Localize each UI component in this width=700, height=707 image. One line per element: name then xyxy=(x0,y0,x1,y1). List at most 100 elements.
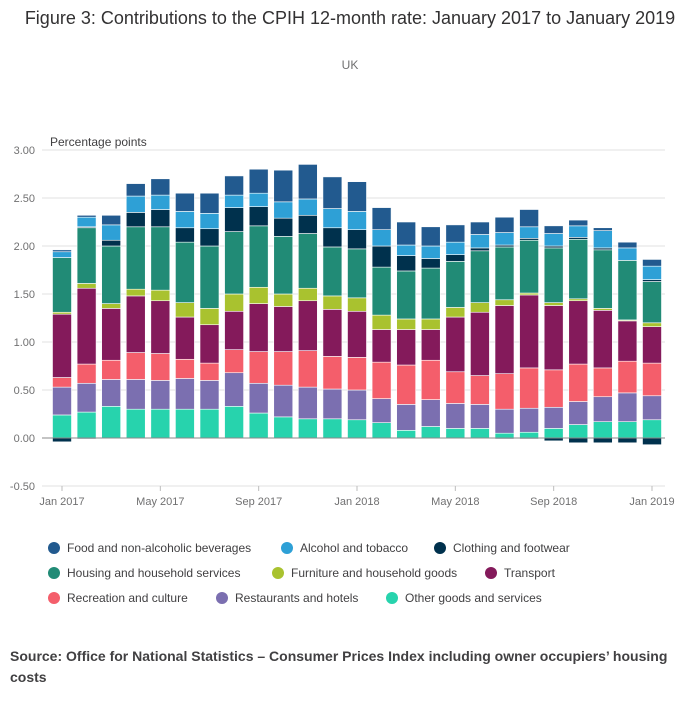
y-tick-label: 2.50 xyxy=(14,193,35,205)
bar-segment-restaurants-and-hotels xyxy=(396,404,416,431)
bar-segment-other-goods-and-services xyxy=(445,428,466,439)
legend-item-recreation[interactable]: Recreation and culture xyxy=(48,591,188,605)
bar-segment-transport xyxy=(519,294,539,369)
bar-segment-housing-and-household-services xyxy=(396,270,416,320)
bar-segment-housing-and-household-services xyxy=(52,257,72,313)
bar-segment-other-goods-and-services xyxy=(52,414,72,439)
bar-segment-clothing-and-footwear xyxy=(445,254,466,262)
legend-item-housing[interactable]: Housing and household services xyxy=(48,566,240,580)
bar-segment-transport xyxy=(101,308,121,361)
bar-segment-restaurants-and-hotels xyxy=(543,406,564,429)
bar-segment-restaurants-and-hotels xyxy=(248,382,269,414)
legend-item-furniture[interactable]: Furniture and household goods xyxy=(272,566,457,580)
bar-segment-food-and-non-alcoholic-beverages xyxy=(224,175,244,196)
bar-segment-clothing-and-footwear xyxy=(150,209,171,228)
x-tick-label: May 2017 xyxy=(136,496,184,508)
bar-segment-housing-and-household-services xyxy=(420,267,441,320)
bar-segment-clothing-and-footwear xyxy=(199,228,220,247)
legend-item-other[interactable]: Other goods and services xyxy=(386,591,542,605)
bar-segment-other-goods-and-services xyxy=(199,408,220,439)
x-tick-label: Jan 2017 xyxy=(39,496,84,508)
bar-segment-recreation-and-culture xyxy=(199,362,220,381)
bar-segment-recreation-and-culture xyxy=(224,349,244,374)
bar-segment-clothing-and-footwear xyxy=(175,227,195,243)
bar-segment-other-goods-and-services xyxy=(470,428,490,439)
bar-segment-transport xyxy=(199,324,220,364)
bar-segment-housing-and-household-services xyxy=(543,247,564,303)
bar-segment-food-and-non-alcoholic-beverages xyxy=(617,241,638,249)
bar-segment-furniture-and-household-goods xyxy=(76,283,97,289)
bar-segment-furniture-and-household-goods xyxy=(396,318,416,330)
bar-segment-recreation-and-culture xyxy=(273,351,294,386)
x-tick-label: Sep 2018 xyxy=(530,496,577,508)
bar-segment-alcohol-and-tobacco xyxy=(617,247,638,261)
bar-segment-recreation-and-culture xyxy=(593,367,613,398)
legend-item-transport[interactable]: Transport xyxy=(485,566,555,580)
legend-swatch-clothing xyxy=(434,542,446,554)
bar-segment-alcohol-and-tobacco xyxy=(273,201,294,219)
bar-segment-other-goods-and-services xyxy=(593,421,613,439)
bar-segment-alcohol-and-tobacco xyxy=(125,195,146,213)
bar-segment-recreation-and-culture xyxy=(125,352,146,380)
bar-segment-recreation-and-culture xyxy=(76,363,97,384)
bar-segment-negative-contributions xyxy=(593,437,613,444)
bar-segment-clothing-and-footwear xyxy=(371,245,392,268)
bar-segment-housing-and-household-services xyxy=(642,281,662,324)
y-tick-label: 1.00 xyxy=(14,337,35,349)
bar-segment-other-goods-and-services xyxy=(568,424,589,439)
legend-item-food[interactable]: Food and non-alcoholic beverages xyxy=(48,541,251,555)
legend-swatch-housing xyxy=(48,567,60,579)
bar-segment-alcohol-and-tobacco xyxy=(76,216,97,228)
legend-item-restaurants[interactable]: Restaurants and hotels xyxy=(216,591,358,605)
bar-segment-other-goods-and-services xyxy=(347,419,367,439)
bar-segment-other-goods-and-services xyxy=(642,419,662,439)
bar-segment-recreation-and-culture xyxy=(494,373,515,410)
bar-segment-food-and-non-alcoholic-beverages xyxy=(125,183,146,197)
legend-swatch-transport xyxy=(485,567,497,579)
bar-segment-recreation-and-culture xyxy=(175,358,195,379)
bar-segment-furniture-and-household-goods xyxy=(298,287,318,302)
bar-segment-alcohol-and-tobacco xyxy=(420,245,441,259)
bar-segment-transport xyxy=(347,310,367,358)
bar-segment-food-and-non-alcoholic-beverages xyxy=(494,216,515,233)
bar-segment-housing-and-household-services xyxy=(519,239,539,294)
bar-segment-food-and-non-alcoholic-beverages xyxy=(273,169,294,203)
legend-label-other: Other goods and services xyxy=(405,591,542,605)
bar-segment-clothing-and-footwear xyxy=(248,206,269,227)
bar-segment-furniture-and-household-goods xyxy=(125,288,146,297)
bar-segment-transport xyxy=(568,300,589,365)
legend-item-alcohol[interactable]: Alcohol and tobacco xyxy=(281,541,408,555)
bar-segment-housing-and-household-services xyxy=(224,231,244,295)
bar-segment-alcohol-and-tobacco xyxy=(470,234,490,249)
legend-item-clothing[interactable]: Clothing and footwear xyxy=(434,541,570,555)
bar-segment-food-and-non-alcoholic-beverages xyxy=(445,224,466,243)
bar-segment-restaurants-and-hotels xyxy=(150,380,171,410)
bar-segment-restaurants-and-hotels xyxy=(519,407,539,433)
legend-label-clothing: Clothing and footwear xyxy=(453,541,570,555)
bar-segment-transport xyxy=(420,329,441,361)
bar-segment-alcohol-and-tobacco xyxy=(519,226,539,239)
bar-segment-restaurants-and-hotels xyxy=(101,379,121,407)
bar-segment-recreation-and-culture xyxy=(101,359,121,380)
bar-segment-transport xyxy=(396,329,416,366)
bar-segment-transport xyxy=(298,300,318,351)
bar-segment-transport xyxy=(617,320,638,362)
bar-segment-recreation-and-culture xyxy=(322,356,343,390)
bar-segment-restaurants-and-hotels xyxy=(593,396,613,422)
bar-segment-transport xyxy=(224,310,244,350)
bar-segment-food-and-non-alcoholic-beverages xyxy=(347,181,367,212)
legend-swatch-furniture xyxy=(272,567,284,579)
legend-swatch-other xyxy=(386,592,398,604)
bar-segment-clothing-and-footwear xyxy=(396,255,416,272)
bar-segment-restaurants-and-hotels xyxy=(470,404,490,429)
bar-segment-recreation-and-culture xyxy=(371,361,392,399)
bar-segment-other-goods-and-services xyxy=(101,406,121,439)
bar-segment-furniture-and-household-goods xyxy=(420,318,441,330)
bar-segment-clothing-and-footwear xyxy=(224,207,244,232)
bar-segment-other-goods-and-services xyxy=(543,428,564,439)
bar-segment-transport xyxy=(150,300,171,354)
bar-segment-furniture-and-household-goods xyxy=(347,297,367,312)
bar-segment-housing-and-household-services xyxy=(445,261,466,308)
bar-segment-alcohol-and-tobacco xyxy=(199,213,220,230)
bar-segment-restaurants-and-hotels xyxy=(371,398,392,423)
